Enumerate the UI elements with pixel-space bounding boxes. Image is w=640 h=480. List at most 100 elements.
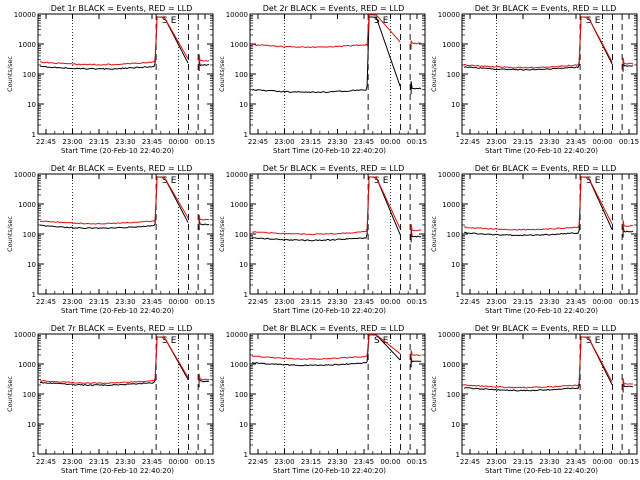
series-line [463, 176, 613, 231]
start-marker: S [374, 176, 380, 186]
series-line-post [198, 375, 210, 388]
x-tick-label: 23:15 [89, 138, 109, 146]
y-tick-label: 100 [447, 231, 460, 239]
x-tick-label: 23:15 [301, 138, 321, 146]
y-tick-label: 10000 [14, 331, 36, 339]
panel-title: Det 2r BLACK = Events, RED = LLD [263, 4, 405, 13]
end-marker: E [595, 16, 601, 26]
y-tick-label: 100 [23, 231, 36, 239]
x-tick-label: 23:30 [539, 138, 559, 146]
series-line-post [198, 214, 210, 226]
y-tick-label: 10 [239, 421, 248, 429]
y-tick-label: 10 [239, 101, 248, 109]
y-tick-label: 10000 [14, 171, 36, 179]
series-line-post [198, 54, 210, 67]
series-line-post [410, 81, 422, 95]
y-axis-label: Counts/sec [430, 376, 438, 412]
x-tick-label: 22:45 [36, 298, 56, 306]
x-tick-label: 00:00 [592, 458, 612, 466]
y-tick-label: 10 [27, 101, 36, 109]
series-line-post [622, 225, 634, 238]
y-tick-label: 1000 [442, 201, 460, 209]
y-tick-label: 10000 [226, 331, 248, 339]
start-marker: S [374, 336, 380, 346]
x-tick-label: 23:30 [539, 298, 559, 306]
series-line-post [198, 218, 210, 231]
y-tick-label: 1 [456, 291, 460, 299]
y-tick-label: 10 [27, 261, 36, 269]
x-tick-label: 22:45 [36, 138, 56, 146]
series-line-post [622, 380, 634, 393]
x-tick-label: 23:15 [513, 138, 533, 146]
x-axis-label: Start Time (20-Feb-10 22:40:20) [61, 147, 174, 155]
x-tick-label: 23:45 [566, 298, 586, 306]
x-axis-label: Start Time (20-Feb-10 22:40:20) [61, 307, 174, 315]
x-tick-label: 23:30 [327, 138, 347, 146]
y-axis-label: Counts/sec [218, 216, 226, 252]
plot-frame [37, 13, 214, 135]
series-line [251, 176, 401, 242]
x-tick-label: 23:00 [486, 458, 506, 466]
y-tick-label: 100 [447, 391, 460, 399]
x-tick-label: 23:15 [89, 298, 109, 306]
y-axis-label: Counts/sec [218, 376, 226, 412]
y-tick-label: 100 [235, 231, 248, 239]
plot-frame [249, 13, 426, 135]
x-axis-label: Start Time (20-Feb-10 22:40:20) [485, 467, 598, 475]
start-marker: S [162, 176, 168, 186]
plot-frame [461, 333, 638, 455]
x-tick-label: 23:30 [327, 458, 347, 466]
x-tick-label: 23:30 [115, 298, 135, 306]
start-marker: S [586, 16, 592, 26]
y-tick-label: 1 [32, 291, 36, 299]
y-tick-label: 10000 [438, 171, 460, 179]
series-line [463, 16, 613, 69]
y-tick-label: 10000 [438, 11, 460, 19]
x-axis-label: Start Time (20-Feb-10 22:40:20) [61, 467, 174, 475]
x-tick-label: 23:00 [62, 458, 82, 466]
y-tick-label: 10000 [14, 11, 36, 19]
x-tick-label: 00:00 [380, 298, 400, 306]
end-marker: E [383, 176, 389, 186]
x-tick-label: 00:15 [619, 298, 639, 306]
end-marker: E [171, 176, 177, 186]
end-marker: E [595, 176, 601, 186]
x-tick-label: 00:15 [407, 458, 427, 466]
y-tick-label: 100 [235, 71, 248, 79]
x-tick-label: 00:15 [407, 138, 427, 146]
y-tick-label: 1000 [230, 361, 248, 369]
x-axis-label: Start Time (20-Feb-10 22:40:20) [273, 467, 386, 475]
series-line-post [198, 373, 210, 386]
plot-frame [461, 13, 638, 135]
panel-title: Det 6r BLACK = Events, RED = LLD [475, 164, 617, 173]
x-tick-label: 23:15 [89, 458, 109, 466]
x-tick-label: 22:45 [248, 458, 268, 466]
x-tick-label: 23:45 [566, 138, 586, 146]
series-line [251, 176, 401, 236]
y-tick-label: 10 [239, 261, 248, 269]
series-line-post [622, 57, 634, 70]
x-tick-label: 00:00 [168, 298, 188, 306]
x-tick-label: 00:00 [168, 458, 188, 466]
x-tick-label: 00:15 [195, 458, 215, 466]
x-tick-label: 23:00 [274, 138, 294, 146]
y-tick-label: 1 [456, 451, 460, 459]
x-tick-label: 23:00 [486, 298, 506, 306]
y-tick-label: 100 [23, 391, 36, 399]
x-tick-label: 23:30 [115, 138, 135, 146]
series-line-post [622, 378, 634, 390]
y-tick-label: 100 [235, 391, 248, 399]
y-axis-label: Counts/sec [430, 56, 438, 92]
x-tick-label: 23:45 [142, 458, 162, 466]
y-tick-label: 1000 [442, 361, 460, 369]
x-axis-label: Start Time (20-Feb-10 22:40:20) [485, 147, 598, 155]
series-line [39, 175, 189, 225]
x-tick-label: 22:45 [460, 138, 480, 146]
end-marker: E [171, 336, 177, 346]
series-line-post [410, 356, 422, 368]
x-tick-label: 23:30 [115, 458, 135, 466]
y-tick-label: 100 [447, 71, 460, 79]
x-tick-label: 22:45 [36, 458, 56, 466]
